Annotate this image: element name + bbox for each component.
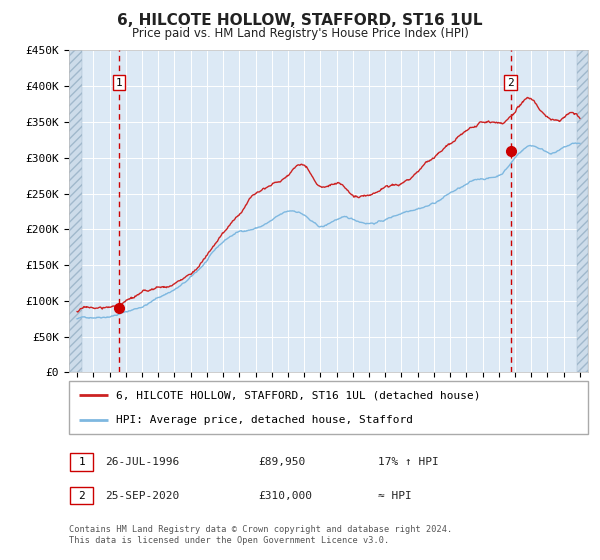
Text: 6, HILCOTE HOLLOW, STAFFORD, ST16 1UL: 6, HILCOTE HOLLOW, STAFFORD, ST16 1UL: [117, 13, 483, 29]
Text: 1: 1: [78, 457, 85, 467]
Text: 17% ↑ HPI: 17% ↑ HPI: [378, 457, 439, 467]
Text: 6, HILCOTE HOLLOW, STAFFORD, ST16 1UL (detached house): 6, HILCOTE HOLLOW, STAFFORD, ST16 1UL (d…: [116, 390, 480, 400]
Text: 2: 2: [78, 491, 85, 501]
Text: HPI: Average price, detached house, Stafford: HPI: Average price, detached house, Staf…: [116, 414, 413, 424]
Text: 2: 2: [507, 78, 514, 87]
Text: 26-JUL-1996: 26-JUL-1996: [105, 457, 179, 467]
FancyBboxPatch shape: [70, 453, 93, 471]
Text: Price paid vs. HM Land Registry's House Price Index (HPI): Price paid vs. HM Land Registry's House …: [131, 27, 469, 40]
Text: 25-SEP-2020: 25-SEP-2020: [105, 491, 179, 501]
FancyBboxPatch shape: [70, 487, 93, 505]
Text: £89,950: £89,950: [258, 457, 305, 467]
Text: £310,000: £310,000: [258, 491, 312, 501]
Text: 1: 1: [115, 78, 122, 87]
Text: Contains HM Land Registry data © Crown copyright and database right 2024.
This d: Contains HM Land Registry data © Crown c…: [69, 525, 452, 545]
Text: ≈ HPI: ≈ HPI: [378, 491, 412, 501]
FancyBboxPatch shape: [69, 381, 588, 434]
